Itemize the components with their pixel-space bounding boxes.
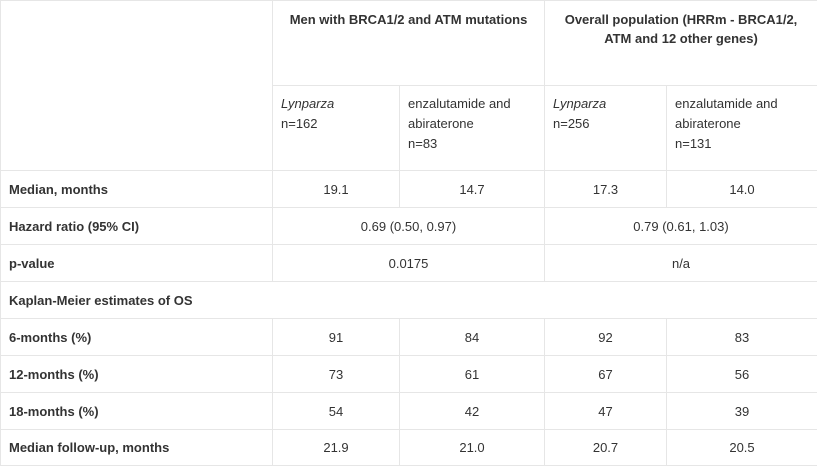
row-label: 6-months (%) bbox=[1, 319, 273, 356]
table-cell: 47 bbox=[545, 393, 667, 430]
table-cell: 0.0175 bbox=[273, 245, 545, 282]
arm-drug: enzalutamide and abiraterone bbox=[408, 94, 536, 134]
table-row-6-months: 6-months (%) 91 84 92 83 bbox=[1, 319, 817, 356]
row-label: 18-months (%) bbox=[1, 393, 273, 430]
table-cell: 56 bbox=[667, 356, 817, 393]
table-cell: 39 bbox=[667, 393, 817, 430]
table-row-p-value: p-value 0.0175 n/a bbox=[1, 245, 817, 282]
section-label: Kaplan-Meier estimates of OS bbox=[1, 282, 817, 319]
group-header-brca-atm: Men with BRCA1/2 and ATM mutations bbox=[273, 1, 545, 86]
table-cell: 19.1 bbox=[273, 171, 400, 208]
arm-n: n=256 bbox=[553, 114, 658, 134]
arm-drug: Lynparza bbox=[553, 94, 658, 114]
corner-cell-lower bbox=[1, 86, 273, 171]
table-cell: 61 bbox=[400, 356, 545, 393]
table-cell: 17.3 bbox=[545, 171, 667, 208]
row-label: Hazard ratio (95% CI) bbox=[1, 208, 273, 245]
arm-n: n=131 bbox=[675, 134, 809, 154]
table-cell: 83 bbox=[667, 319, 817, 356]
table-row-18-months: 18-months (%) 54 42 47 39 bbox=[1, 393, 817, 430]
table-cell: 0.69 (0.50, 0.97) bbox=[273, 208, 545, 245]
table-cell: 0.79 (0.61, 1.03) bbox=[545, 208, 817, 245]
table-cell: 14.7 bbox=[400, 171, 545, 208]
table-cell: 14.0 bbox=[667, 171, 817, 208]
row-label: p-value bbox=[1, 245, 273, 282]
table-row-median: Median, months 19.1 14.7 17.3 14.0 bbox=[1, 171, 817, 208]
table-cell: 84 bbox=[400, 319, 545, 356]
corner-cell bbox=[1, 1, 273, 86]
arm-drug: enzalutamide and abiraterone bbox=[675, 94, 809, 134]
table-cell: 21.9 bbox=[273, 430, 400, 466]
arm-n: n=162 bbox=[281, 114, 391, 134]
table-row-hazard-ratio: Hazard ratio (95% CI) 0.69 (0.50, 0.97) … bbox=[1, 208, 817, 245]
row-label: Median follow-up, months bbox=[1, 430, 273, 466]
group-header-row: Men with BRCA1/2 and ATM mutations Overa… bbox=[1, 1, 817, 86]
group-header-overall: Overall population (HRRm - BRCA1/2, ATM … bbox=[545, 1, 817, 86]
table-cell: 54 bbox=[273, 393, 400, 430]
table-cell: 21.0 bbox=[400, 430, 545, 466]
arm-drug: Lynparza bbox=[281, 94, 391, 114]
table-cell: 92 bbox=[545, 319, 667, 356]
table-cell: 91 bbox=[273, 319, 400, 356]
table-cell: 20.5 bbox=[667, 430, 817, 466]
table-cell: 73 bbox=[273, 356, 400, 393]
table-cell: 67 bbox=[545, 356, 667, 393]
row-label: 12-months (%) bbox=[1, 356, 273, 393]
table-cell: 42 bbox=[400, 393, 545, 430]
table-row-km-section: Kaplan-Meier estimates of OS bbox=[1, 282, 817, 319]
arm-n: n=83 bbox=[408, 134, 536, 154]
table-cell: n/a bbox=[545, 245, 817, 282]
row-label: Median, months bbox=[1, 171, 273, 208]
table-cell: 20.7 bbox=[545, 430, 667, 466]
table-row-follow-up: Median follow-up, months 21.9 21.0 20.7 … bbox=[1, 430, 817, 466]
table-row-12-months: 12-months (%) 73 61 67 56 bbox=[1, 356, 817, 393]
